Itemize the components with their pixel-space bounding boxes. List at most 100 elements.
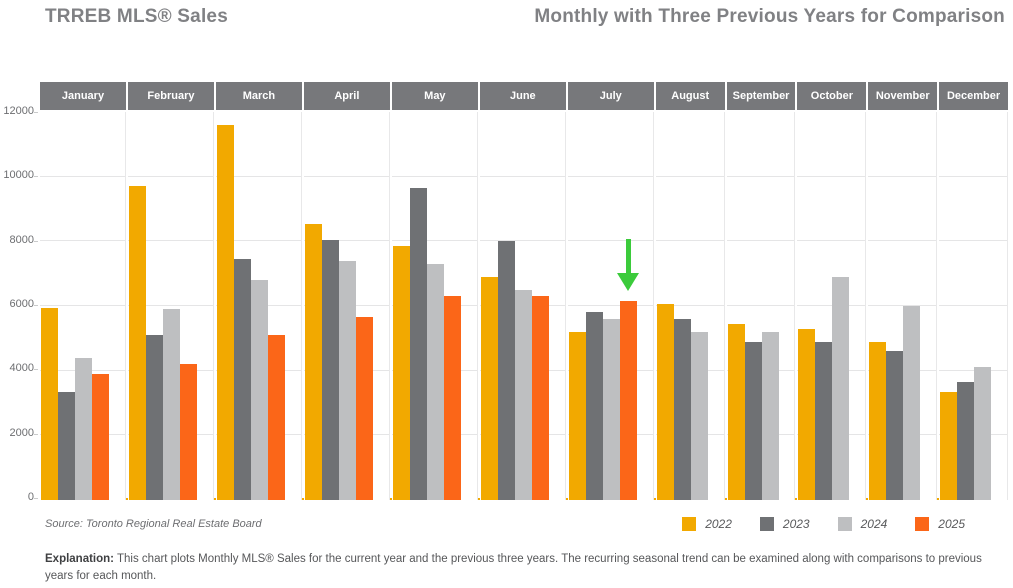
sales-bar-chart: January February March April May June July Augu… xyxy=(40,82,1008,500)
month-plot-september xyxy=(726,112,796,500)
gridline-6000 xyxy=(797,305,866,306)
month-plot-april xyxy=(303,112,390,500)
bar-march-2025 xyxy=(267,335,285,500)
month-header-june: June xyxy=(479,82,566,110)
gridline-10000 xyxy=(868,175,937,177)
bar-july-2022 xyxy=(568,331,586,500)
month-column-january: January xyxy=(40,82,126,500)
gridline-4000 xyxy=(939,369,1007,371)
source-note: Source: Toronto Regional Real Estate Boa… xyxy=(45,518,262,530)
highlight-arrow-icon xyxy=(617,239,640,292)
bar-september-2023 xyxy=(744,341,762,500)
gridline-10000 xyxy=(40,175,125,177)
gridline-10000 xyxy=(391,175,477,177)
gridline-8000 xyxy=(939,240,1007,242)
legend-item-2023: 2023 xyxy=(759,517,810,531)
month-header-february: February xyxy=(127,82,214,110)
gridline-8000 xyxy=(655,240,724,242)
month-plot-may xyxy=(391,112,478,500)
bar-group-july xyxy=(568,112,653,500)
legend-row: Source: Toronto Regional Real Estate Boa… xyxy=(45,512,965,536)
bar-february-2025 xyxy=(179,364,197,500)
gridline-6000 xyxy=(868,305,937,306)
y-axis-label-10000: 10000 xyxy=(3,169,34,182)
bar-group-december xyxy=(939,112,1007,500)
month-column-march: March xyxy=(215,82,302,500)
month-plot-february xyxy=(127,112,214,500)
bar-january-2025 xyxy=(92,373,109,500)
bar-may-2025 xyxy=(443,296,461,500)
month-column-july: July xyxy=(567,82,654,500)
gridline-10000 xyxy=(127,175,213,177)
report-title: TRREB MLS® Sales xyxy=(45,6,228,27)
month-plot-july xyxy=(567,112,654,500)
gridline-6000 xyxy=(127,305,213,306)
gridline-10000 xyxy=(567,175,653,177)
gridline-8000 xyxy=(40,240,125,242)
gridline-10000 xyxy=(655,175,724,177)
legend-swatch-2022 xyxy=(682,517,697,531)
y-axis-label-6000: 6000 xyxy=(9,298,34,310)
bar-june-2025 xyxy=(531,296,549,500)
legend-label-2022: 2022 xyxy=(705,517,732,531)
month-column-october: October xyxy=(797,82,867,500)
month-header-december: December xyxy=(939,82,1008,110)
bar-july-2023 xyxy=(585,312,603,500)
gridline-10000 xyxy=(726,175,795,177)
gridline-8000 xyxy=(797,240,866,242)
bar-may-2023 xyxy=(409,187,427,500)
legend-item-2025: 2025 xyxy=(915,517,965,531)
bar-december-2023 xyxy=(957,381,975,500)
bar-september-2024 xyxy=(761,331,779,500)
gridline-8000 xyxy=(726,240,795,242)
bar-june-2024 xyxy=(514,289,532,500)
y-axis-label-8000: 8000 xyxy=(9,233,34,246)
month-header-september: September xyxy=(726,82,796,110)
arrow-head xyxy=(617,273,640,292)
gridline-6000 xyxy=(939,305,1007,306)
bar-february-2024 xyxy=(162,309,180,500)
bar-january-2024 xyxy=(75,357,92,500)
gridline-8000 xyxy=(479,240,565,242)
month-header-january: January xyxy=(40,82,126,110)
report-subtitle: Monthly with Three Previous Years for Co… xyxy=(534,6,1005,27)
bar-september-2022 xyxy=(727,323,745,500)
y-axis-tick-6000 xyxy=(34,305,38,306)
y-axis-label-2000: 2000 xyxy=(9,426,34,439)
gridline-6000 xyxy=(40,305,125,306)
gridline-8000 xyxy=(567,240,653,242)
month-column-april: April xyxy=(303,82,390,500)
bar-group-november xyxy=(868,112,936,500)
bar-october-2022 xyxy=(798,328,816,500)
legend-label-2025: 2025 xyxy=(938,517,965,531)
month-header-october: October xyxy=(797,82,867,110)
y-axis-tick-8000 xyxy=(34,240,38,242)
gridline-8000 xyxy=(391,240,477,242)
month-column-august: August xyxy=(655,82,725,500)
gridline-6000 xyxy=(726,305,795,306)
gridline-10000 xyxy=(215,175,301,177)
bar-group-february xyxy=(128,112,213,500)
y-axis-tick-4000 xyxy=(34,369,38,371)
bar-november-2023 xyxy=(886,351,904,500)
month-plot-january xyxy=(40,112,126,500)
explanation-text: Explanation: This chart plots Monthly ML… xyxy=(45,551,1005,586)
gridline-8000 xyxy=(868,240,937,242)
arrow-shaft xyxy=(625,239,631,274)
bar-june-2022 xyxy=(480,276,498,500)
month-header-march: March xyxy=(215,82,302,110)
bar-march-2024 xyxy=(250,280,268,500)
month-column-june: June xyxy=(479,82,566,500)
bar-august-2022 xyxy=(656,304,674,500)
month-column-december: December xyxy=(939,82,1008,500)
month-column-november: November xyxy=(868,82,938,500)
legend-swatch-2023 xyxy=(759,517,774,531)
chart-legend: 2022 2023 2024 2025 xyxy=(682,517,965,531)
bar-group-september xyxy=(727,112,795,500)
gridline-8000 xyxy=(303,240,389,242)
month-header-november: November xyxy=(868,82,938,110)
bar-february-2023 xyxy=(145,335,163,500)
bar-july-2024 xyxy=(602,318,620,500)
legend-swatch-2025 xyxy=(915,517,930,531)
month-column-february: February xyxy=(127,82,214,500)
